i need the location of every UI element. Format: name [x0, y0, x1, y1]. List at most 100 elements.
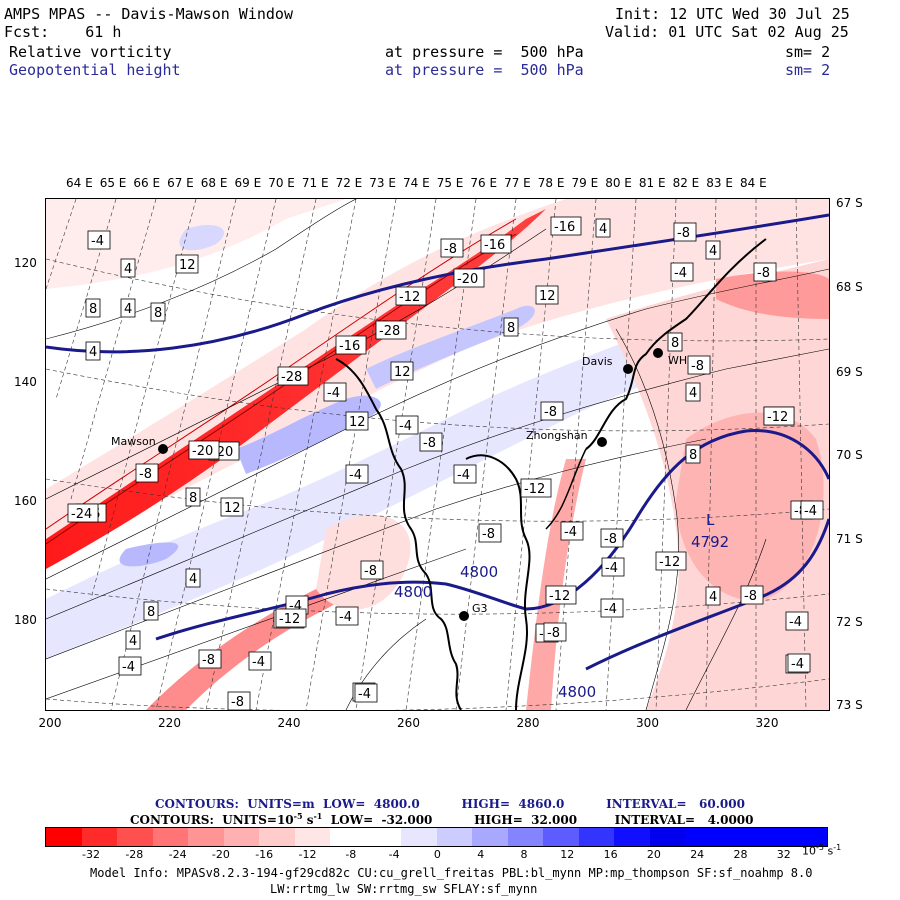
contour-box [85, 298, 101, 318]
station-zhongshan-dot [597, 437, 607, 447]
coastline-central [465, 454, 531, 710]
colorbar-label: -20 [211, 848, 230, 861]
lon-label: 80 E [605, 176, 632, 190]
contour-box [543, 622, 567, 642]
field1-smoothing: sm= 2 [785, 43, 831, 61]
station-mawson-dot [158, 444, 168, 454]
station-mawson-label: Mawson [111, 435, 156, 448]
colorbar-swatch [294, 828, 330, 846]
contour-box [520, 478, 552, 498]
contour-box [335, 606, 359, 626]
contour-value: -8 [547, 626, 560, 641]
x-tick: 200 [38, 716, 62, 730]
contour-value: -8 [544, 405, 557, 420]
contour-box [390, 361, 414, 381]
contour-box [753, 262, 777, 282]
contour-box [185, 487, 201, 507]
contour-box [85, 341, 101, 361]
x-tick: 320 [755, 716, 779, 730]
weak-positive-band [46, 289, 829, 659]
contour-value: -12 [279, 612, 300, 627]
contour-box [419, 432, 443, 452]
lat-label: 73 S [836, 698, 863, 712]
contour-value: 8 [154, 306, 162, 321]
x-tick: 300 [636, 716, 659, 730]
height-label-3: 4800 [558, 683, 596, 701]
contour-box [395, 286, 427, 306]
contour-value: 8 [689, 448, 697, 463]
lon-label: 70 E [268, 176, 295, 190]
contour-value: 4 [689, 386, 697, 401]
lon-label: 65 E [99, 176, 127, 190]
contour-box [360, 560, 384, 580]
contour-box [705, 586, 721, 606]
contour-value: 4 [129, 634, 137, 649]
contour-box [87, 230, 111, 250]
contour-box [135, 463, 159, 483]
contour-value: 4 [124, 262, 132, 277]
lon-label: 67 E [167, 176, 194, 190]
colorbar-swatch [614, 828, 650, 846]
contour-box [248, 651, 272, 671]
colorbar-swatch [223, 828, 259, 846]
contour-value: 12 [179, 258, 196, 273]
contour-box [375, 320, 407, 340]
colorbar-swatch [46, 828, 82, 846]
contour-box [323, 382, 347, 402]
map-panel: Mawson Davis WHP Zhongshan G3 4800 4800 … [45, 198, 830, 711]
contour-box [198, 649, 222, 669]
colorbar-label: -32 [82, 848, 100, 861]
contour-box [354, 683, 378, 703]
contour-value: -16 [484, 238, 505, 253]
field2-name: Geopotential height [9, 61, 181, 79]
height-contour-info: CONTOURS: UNITS=m LOW= 4800.0 HIGH= 4860… [155, 797, 745, 811]
colorbar-swatch [365, 828, 401, 846]
contour-value: -12 [767, 410, 788, 425]
contour-box [787, 653, 811, 673]
contour-box [600, 528, 624, 548]
colorbar-unit: 10-5 s-1 [802, 843, 842, 858]
colorbar-swatch [649, 828, 685, 846]
contour-box [120, 258, 136, 278]
contour-value: -4 [804, 504, 817, 519]
contour-box [120, 298, 136, 318]
contour-value: 12 [349, 415, 366, 430]
contour-box [345, 411, 369, 431]
contour-value: 4 [599, 222, 607, 237]
station-g3-dot [459, 611, 469, 621]
lon-label: 78 E [537, 176, 565, 190]
contour-value: -8 [482, 527, 495, 542]
lon-label: 82 E [672, 176, 700, 190]
height-label-2: 4800 [460, 563, 498, 581]
contour-value: 12 [224, 501, 241, 516]
contour-value: 4 [189, 572, 197, 587]
contour-box [277, 366, 309, 386]
contour-value: -4 [604, 602, 617, 617]
height-label-1: 4800 [394, 583, 432, 601]
contour-box [440, 238, 464, 258]
colorbar-swatch [472, 828, 508, 846]
lat-label: 68 S [836, 280, 863, 294]
lon-label: 66 E [133, 176, 161, 190]
colorbar-swatch [507, 828, 543, 846]
contour-box [655, 551, 687, 571]
contour-value: -20 [192, 444, 213, 459]
station-zhongshan-label: Zhongshan [526, 429, 588, 442]
lon-label: 68 E [200, 176, 228, 190]
contour-value: 8 [147, 605, 155, 620]
colorbar-label: 20 [646, 848, 661, 861]
contour-value: -12 [659, 555, 680, 570]
contour-value: -4 [564, 525, 577, 540]
contour-box [188, 440, 220, 460]
contour-value: -28 [281, 370, 302, 385]
contour-box [705, 240, 721, 260]
contour-value: -8 [444, 242, 457, 257]
colorbar-label: 32 [776, 848, 791, 861]
contour-box [143, 601, 159, 621]
colorbar-swatch [401, 828, 437, 846]
contour-value: -4 [605, 561, 618, 576]
contour-box [601, 557, 625, 577]
colorbar-label: 16 [603, 848, 618, 861]
y-tick: 160 [14, 494, 37, 508]
lat-label: 71 S [836, 532, 863, 546]
